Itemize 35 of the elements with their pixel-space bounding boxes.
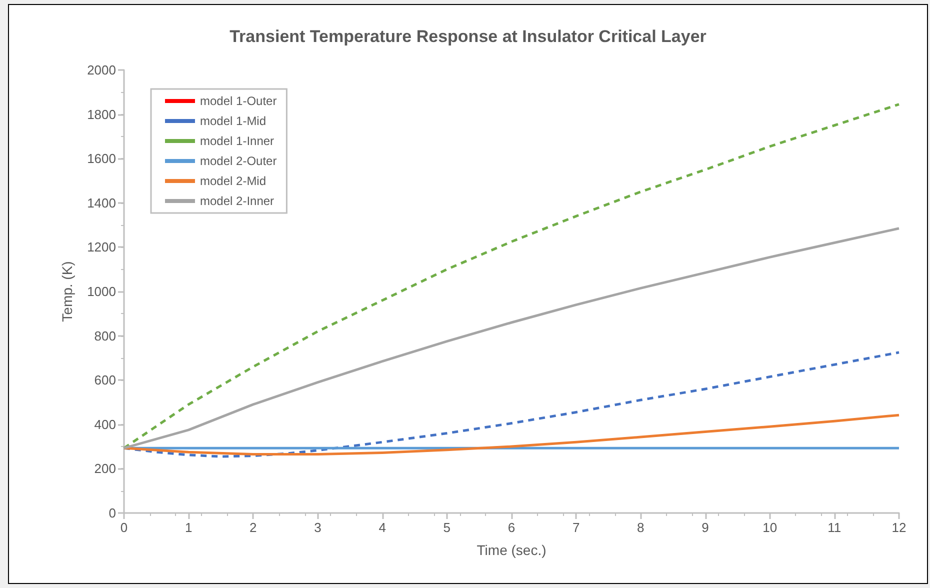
x-tick-label: 4	[378, 520, 386, 535]
legend-label: model 1-Mid	[200, 114, 266, 128]
y-tick-label: 1000	[87, 284, 116, 299]
y-axis-title: Temp. (K)	[59, 261, 75, 322]
x-tick-label: 0	[120, 520, 128, 535]
y-tick-label: 800	[94, 328, 116, 344]
y-tick-label: 2000	[87, 62, 116, 78]
line-series	[122, 227, 900, 450]
legend-label: model 1-Inner	[200, 134, 274, 148]
legend-label: model 2-Outer	[200, 154, 277, 168]
y-tick-label: 400	[94, 416, 116, 432]
x-tick-label: 3	[314, 520, 322, 535]
y-tick-label: 1200	[87, 240, 116, 255]
y-tick-label: 1400	[87, 195, 116, 210]
x-tick-label: 11	[828, 520, 842, 535]
legend-label: model 2-Mid	[200, 174, 266, 188]
x-tick-label: 7	[572, 520, 580, 535]
line-series	[122, 414, 900, 456]
x-tick-label: 12	[892, 520, 906, 535]
x-tick-label: 6	[508, 520, 516, 535]
x-tick-label: 8	[637, 520, 644, 535]
x-axis-title: Time (sec.)	[476, 542, 546, 558]
y-tick-label: 0	[108, 506, 116, 520]
legend-label: model 1-Outer	[200, 94, 277, 108]
legend-label: model 2-Inner	[200, 194, 274, 208]
y-tick-label: 600	[94, 372, 116, 388]
y-tick-label: 1600	[87, 151, 116, 166]
y-tick-label: 1800	[87, 106, 116, 122]
x-tick-label: 9	[702, 520, 709, 535]
x-tick-label: 1	[184, 520, 192, 535]
x-tick-label: 2	[250, 520, 257, 535]
x-tick-label: 10	[762, 520, 778, 535]
chart-title: Transient Temperature Response at Insulator Critical Layer	[230, 27, 707, 46]
y-tick-label: 200	[94, 461, 116, 476]
x-tick-label: 5	[443, 520, 451, 535]
